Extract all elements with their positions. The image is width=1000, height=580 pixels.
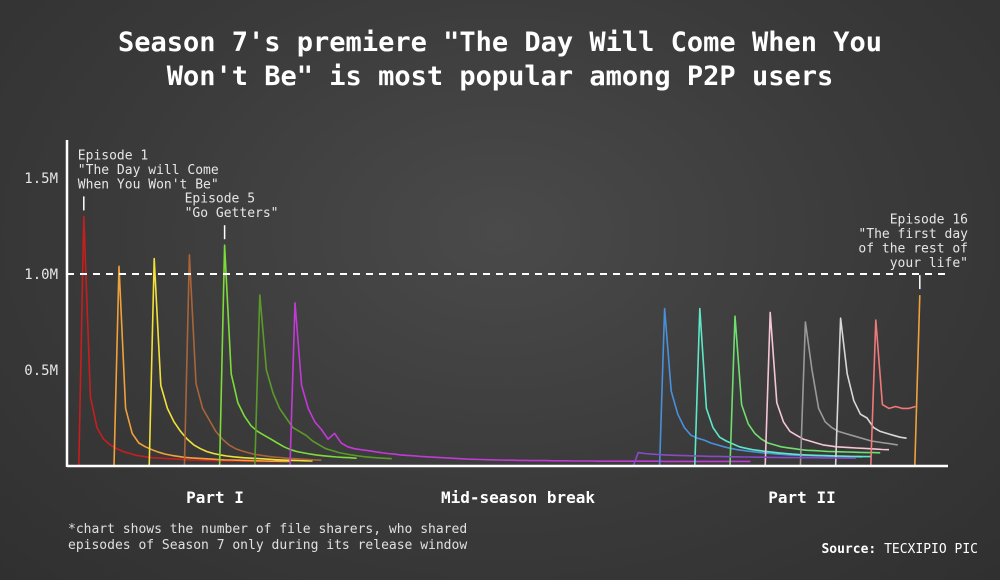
y-tick-label-0: 0.5M	[24, 363, 58, 379]
series-line-episode-9	[694, 307, 872, 467]
y-axis-ticks: 0.5M 1.0M 1.5M	[24, 171, 58, 379]
chart-title-line-2: Won't Be" is most popular among P2P user…	[166, 61, 834, 92]
series-line-episode-4	[183, 254, 322, 467]
chart-title-line-1: Season 7's premiere "The Day Will Come W…	[117, 27, 882, 58]
series-line-episode-6	[254, 294, 392, 467]
series-line-episode-1	[78, 215, 282, 467]
series-line-episode-12	[799, 321, 898, 467]
series-line-episode-10	[729, 315, 881, 467]
section-label-2: Part II	[768, 488, 835, 507]
y-tick-label-2: 1.5M	[24, 171, 58, 187]
annotation-0-line-2: When You Won't Be"	[78, 177, 219, 192]
series-line-episode-3	[148, 257, 313, 467]
series-line-episode-2	[113, 265, 291, 467]
annotation-2-line-3: your life"	[890, 256, 968, 271]
section-label-0: Part I	[186, 488, 244, 507]
annotation-0-line-0: Episode 1	[78, 148, 148, 163]
axes	[65, 140, 948, 468]
footnote-line-2: episodes of Season 7 only during its rel…	[68, 538, 468, 553]
annotation-1-line-0: Episode 5	[185, 192, 255, 207]
source-label: Source:	[821, 542, 877, 557]
footnote-line-1: *chart shows the number of file sharers,…	[68, 522, 468, 537]
y-tick-label-1: 1.0M	[24, 267, 58, 283]
annotation-2-line-0: Episode 16	[890, 213, 968, 228]
series-line-episode-8	[658, 307, 863, 467]
annotation-0-line-1: "The Day will Come	[78, 163, 219, 178]
annotation-2-line-2: of the rest of	[858, 242, 968, 257]
series-line-episode-15	[632, 451, 856, 467]
series-lines	[78, 215, 921, 467]
source-credit: Source: TECXIPIO PIC	[821, 542, 978, 557]
annotation-1-line-1: "Go Getters"	[185, 206, 279, 221]
series-line-episode-7	[289, 302, 751, 467]
chart-title: Season 7's premiere "The Day Will Come W…	[0, 26, 1000, 94]
section-label-1: Mid-season break	[441, 488, 595, 507]
section-labels: Part I Mid-season break Part II	[186, 488, 836, 507]
series-line-episode-13	[834, 317, 907, 467]
series-line-episode-5	[218, 244, 357, 467]
series-line-episode-11	[764, 311, 890, 467]
series-line-episode-14	[870, 319, 916, 467]
annotation-2-line-1: "The first day	[858, 227, 968, 242]
series-line-episode-16	[914, 295, 921, 467]
footnote: *chart shows the number of file sharers,…	[68, 522, 467, 554]
source-value: TECXIPIO PIC	[884, 542, 978, 557]
